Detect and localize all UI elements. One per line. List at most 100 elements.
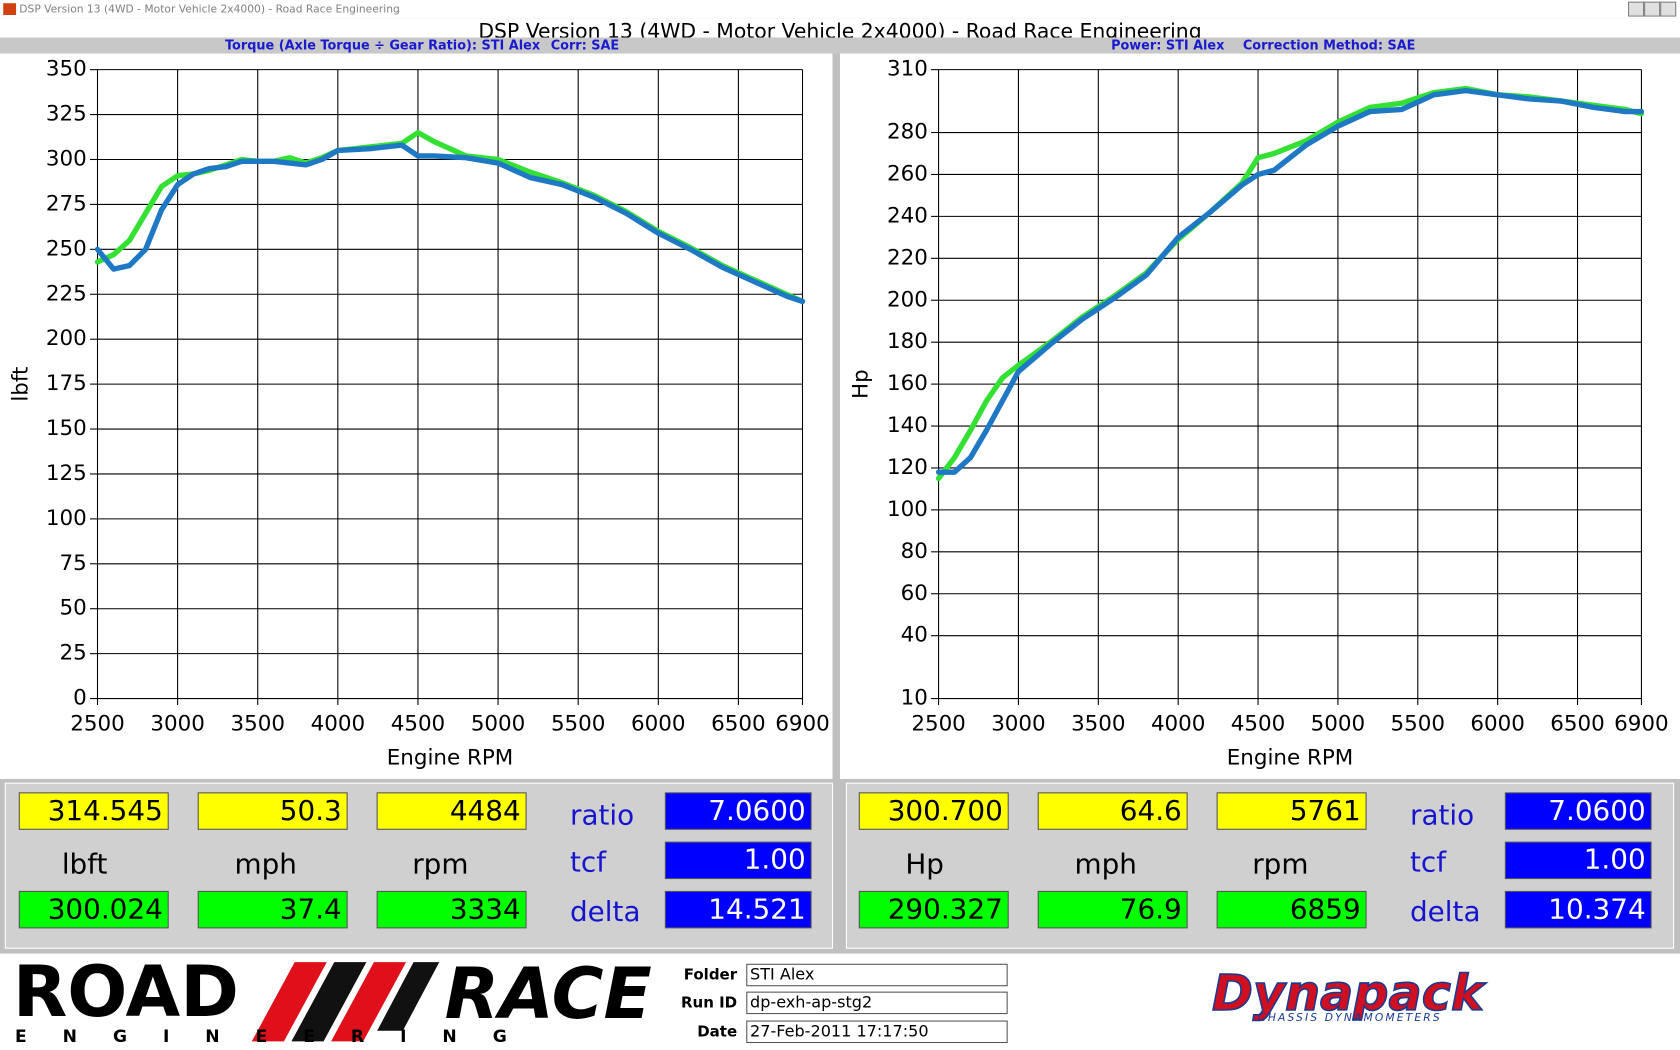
setting-value: 1.00	[1584, 842, 1646, 875]
logo-race: RACE	[445, 952, 652, 1035]
y-tick-label: 50	[60, 596, 87, 621]
y-tick-label: 40	[901, 623, 928, 648]
y-tick-label: 225	[46, 281, 87, 306]
logo-slash	[251, 962, 327, 1042]
x-tick-label: 3500	[1071, 711, 1125, 736]
readout-unit: mph	[234, 848, 296, 881]
setting-label: tcf	[570, 846, 607, 879]
readout-box	[1216, 792, 1367, 830]
field-value: 27-Feb-2011 17:17:50	[750, 1021, 929, 1040]
readout-value: 64.6	[1120, 794, 1182, 827]
y-tick-label: 120	[887, 455, 928, 480]
y-tick-label: 325	[46, 102, 87, 127]
close-button[interactable]	[1660, 1, 1677, 17]
brand-sub: CHASSIS DYNAMOMETERS	[1258, 1011, 1442, 1024]
x-tick-label: 6500	[711, 711, 765, 736]
y-tick-label: 100	[46, 506, 87, 531]
logo-slash	[331, 962, 407, 1042]
readout-unit: Hp	[905, 848, 944, 881]
y-tick-label: 10	[901, 686, 928, 711]
readout-box	[197, 890, 348, 929]
x-tick-label: 6000	[1470, 711, 1524, 736]
readout-unit: rpm	[1252, 848, 1308, 881]
data-line	[935, 87, 1645, 475]
setting-label: delta	[1410, 895, 1481, 928]
setting-value: 1.00	[744, 842, 806, 875]
header-strip	[0, 18, 1680, 38]
readout-value: 6859	[1290, 893, 1361, 926]
readout-unit: lbft	[62, 848, 108, 881]
x-tick-label: 3000	[150, 711, 204, 736]
readout-box	[858, 890, 1009, 929]
readout-value: 4484	[450, 794, 521, 827]
y-tick-label: 300	[46, 146, 87, 171]
field-box	[746, 963, 1008, 987]
data-line	[94, 142, 806, 305]
readout-box	[1216, 890, 1367, 929]
setting-box	[1504, 792, 1652, 830]
y-tick-label: 310	[887, 57, 928, 82]
y-axis-label: Hp	[848, 369, 873, 399]
readout-box	[18, 792, 169, 830]
y-tick-label: 80	[901, 539, 928, 564]
setting-value: 14.521	[708, 893, 805, 926]
x-tick-label: 2500	[70, 711, 124, 736]
x-tick-label: 6000	[631, 711, 685, 736]
x-tick-label: 6900	[775, 711, 829, 736]
logo-road: ROAD	[13, 950, 239, 1033]
x-tick-label: 5000	[471, 711, 525, 736]
readout-value: 37.4	[280, 893, 342, 926]
y-tick-label: 350	[46, 57, 87, 82]
readout-box	[197, 792, 348, 830]
x-axis-label: Engine RPM	[387, 746, 513, 771]
setting-label: ratio	[1410, 798, 1474, 831]
readout-value: 50.3	[280, 794, 342, 827]
readout-value: 3334	[450, 893, 521, 926]
x-tick-label: 6900	[1614, 711, 1668, 736]
field-box	[746, 1020, 1008, 1044]
readout-value: 290.327	[888, 893, 1003, 926]
readout-box	[1037, 792, 1188, 830]
title-bar	[0, 0, 1680, 19]
subtitle-strip	[0, 37, 1680, 54]
y-tick-label: 240	[887, 203, 928, 228]
field-box	[746, 991, 1008, 1015]
readout-unit: mph	[1074, 848, 1136, 881]
setting-box	[664, 841, 812, 880]
setting-value: 7.0600	[708, 794, 805, 827]
y-tick-label: 75	[60, 551, 87, 576]
setting-label: ratio	[570, 798, 634, 831]
y-tick-label: 125	[46, 461, 87, 486]
readout-box	[1037, 890, 1188, 929]
logo-slash	[291, 962, 367, 1042]
x-tick-label: 3000	[991, 711, 1045, 736]
field-value: STI Alex	[750, 964, 814, 983]
readout-box	[376, 792, 527, 830]
y-tick-label: 160	[887, 371, 928, 396]
y-tick-label: 220	[887, 245, 928, 270]
readout-value: 300.024	[48, 893, 163, 926]
y-tick-label: 100	[887, 497, 928, 522]
readout-unit: rpm	[412, 848, 468, 881]
y-tick-label: 275	[46, 191, 87, 216]
y-tick-label: 150	[46, 416, 87, 441]
chart-subtitle: Power: STI Alex	[1111, 39, 1225, 54]
field-label: Folder	[684, 965, 738, 983]
setting-label: delta	[570, 895, 641, 928]
x-tick-label: 4000	[1151, 711, 1205, 736]
readout-value: 76.9	[1120, 893, 1182, 926]
x-tick-label: 3500	[230, 711, 284, 736]
y-tick-label: 60	[901, 581, 928, 606]
maximize-button[interactable]	[1644, 1, 1661, 17]
minimize-button[interactable]	[1628, 1, 1645, 17]
y-tick-label: 260	[887, 161, 928, 186]
readout-box	[858, 792, 1009, 830]
y-axis-label: lbft	[8, 367, 33, 402]
y-tick-label: 200	[887, 287, 928, 312]
y-tick-label: 0	[73, 686, 87, 711]
y-tick-label: 180	[887, 329, 928, 354]
chart-correction: Correction Method: SAE	[1243, 39, 1416, 54]
x-axis-label: Engine RPM	[1227, 746, 1353, 771]
